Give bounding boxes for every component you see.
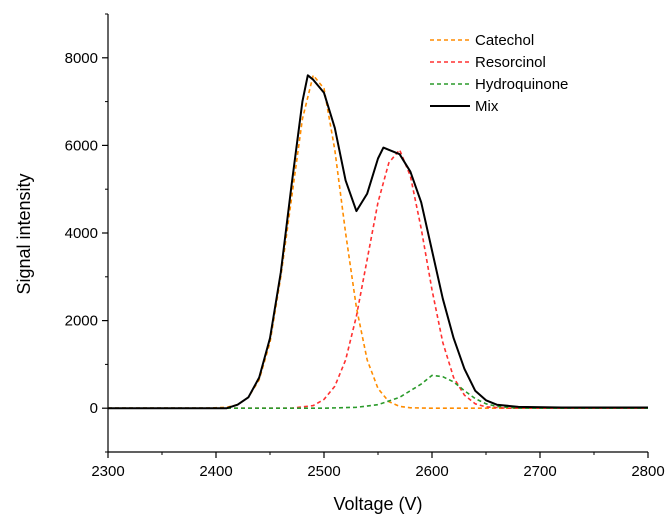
x-tick-label: 2400 xyxy=(199,463,232,480)
x-tick-label: 2800 xyxy=(631,463,664,480)
series-line-hydroquinone xyxy=(108,374,648,409)
series-line-catechol xyxy=(108,74,648,409)
y-axis-title: Signal intensity xyxy=(14,173,34,294)
x-tick-label: 2600 xyxy=(415,463,448,480)
y-tick-label: 6000 xyxy=(65,137,98,154)
legend-label-catechol: Catechol xyxy=(475,32,534,49)
legend-label-resorcinol: Resorcinol xyxy=(475,54,546,71)
axes: 2300 2400 2500 2600 2700 2800 0 2000 4000 6000 800… xyxy=(65,13,665,480)
y-tick-label: 8000 xyxy=(65,50,98,67)
y-tick-label: 2000 xyxy=(65,313,98,330)
series-line-mix xyxy=(108,74,648,410)
legend-label-mix: Mix xyxy=(475,98,499,115)
plot-lines xyxy=(108,74,648,410)
x-tick-label: 2300 xyxy=(91,463,124,480)
legend-label-hydroquinone: Hydroquinone xyxy=(475,76,568,93)
y-tick-label: 0 xyxy=(90,400,98,417)
series-line-resorcinol xyxy=(108,149,648,409)
x-tick-label: 2500 xyxy=(307,463,340,480)
legend: Catechol Resorcinol Hydroquinone Mix xyxy=(430,32,568,115)
x-axis-title: Voltage (V) xyxy=(333,494,422,514)
y-tick-label: 4000 xyxy=(65,225,98,242)
x-tick-label: 2700 xyxy=(523,463,556,480)
